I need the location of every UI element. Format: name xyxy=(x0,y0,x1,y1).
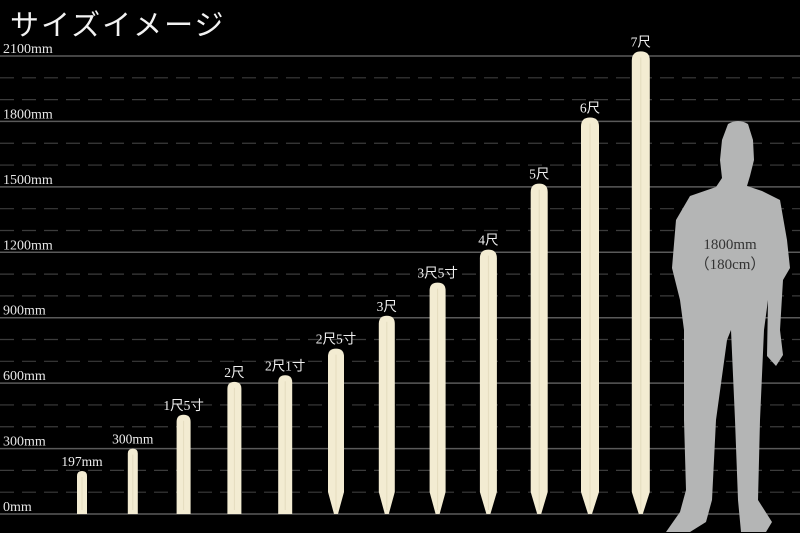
y-tick-label: 600mm xyxy=(3,369,46,384)
bar-label: 1尺5寸 xyxy=(163,398,204,413)
bars: 197mm 300mm 1尺5寸 2尺 2尺1寸 2尺5寸 3尺 3尺5寸 4尺 5尺 6尺 7尺 xyxy=(61,34,651,515)
bar-label: 3尺 xyxy=(377,299,397,314)
y-tick-label: 900mm xyxy=(3,304,46,319)
y-tick-label: 1500mm xyxy=(3,173,53,188)
bar-label: 4尺 xyxy=(478,233,498,248)
y-tick-label: 300mm xyxy=(3,435,46,450)
person-height-label: 1800mm xyxy=(703,237,757,253)
bar-label: 6尺 xyxy=(580,101,600,116)
y-tick-label: 0mm xyxy=(3,500,32,515)
person-silhouette: 1800mm （180cm） xyxy=(666,121,790,532)
bar-label: 3尺5寸 xyxy=(417,266,458,281)
y-tick-label: 1200mm xyxy=(3,238,53,253)
y-tick-label: 2100mm xyxy=(3,42,53,57)
person-silhouette-icon xyxy=(666,121,790,532)
bar-label: 300mm xyxy=(112,432,154,447)
chart-title: サイズイメージ xyxy=(10,8,226,42)
bar-label: 2尺 xyxy=(224,365,244,380)
bar-label: 2尺1寸 xyxy=(265,358,306,373)
bar-label: 197mm xyxy=(61,454,103,469)
y-tick-label: 1800mm xyxy=(3,107,53,122)
bar-label: 5尺 xyxy=(529,167,549,182)
person-height-cm-label: （180cm） xyxy=(695,256,766,273)
bar-label: 2尺5寸 xyxy=(316,332,357,347)
bar-label: 7尺 xyxy=(631,34,651,49)
